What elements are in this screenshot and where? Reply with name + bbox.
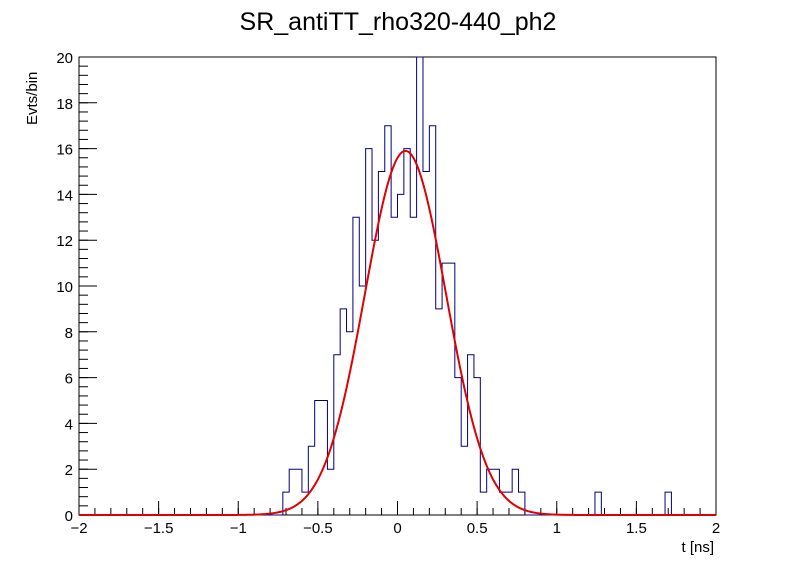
y-tick-label: 14 [56, 187, 73, 204]
y-tick-label: 6 [65, 371, 73, 388]
y-tick-label: 2 [65, 462, 73, 479]
histogram-outline [79, 56, 716, 516]
y-tick-label: 8 [65, 325, 73, 342]
plot-area [79, 56, 716, 516]
x-axis: −2 −1.5 −1 −0.5 0 0.5 1 1.5 2 [70, 501, 720, 537]
x-tick-label: 2 [712, 520, 720, 537]
x-tick-label: −0.5 [303, 520, 333, 537]
y-axis-label: Evts/bin [24, 72, 41, 125]
y-tick-label: 0 [65, 508, 73, 525]
y-tick-label: 4 [65, 416, 73, 433]
y-tick-label: 10 [56, 279, 73, 296]
x-tick-label: 0 [393, 520, 401, 537]
y-axis: 0 2 4 6 8 10 12 14 16 18 20 [56, 50, 97, 525]
chart-title: SR_antiTT_rho320-440_ph2 [240, 8, 557, 36]
y-tick-label: 18 [56, 96, 73, 113]
plot-frame [78, 56, 717, 516]
y-tick-label: 16 [56, 142, 73, 159]
y-tick-label: 12 [56, 233, 73, 250]
x-tick-label: −1.5 [144, 520, 174, 537]
gaussian-fit-curve [79, 149, 716, 516]
x-tick-label: 1 [553, 520, 561, 537]
x-tick-label: 0.5 [467, 520, 488, 537]
x-tick-label: −2 [70, 520, 87, 537]
x-tick-label: −1 [230, 520, 247, 537]
y-tick-label: 20 [56, 50, 73, 67]
x-axis-label: t [ns] [681, 539, 714, 556]
x-tick-label: 1.5 [626, 520, 647, 537]
